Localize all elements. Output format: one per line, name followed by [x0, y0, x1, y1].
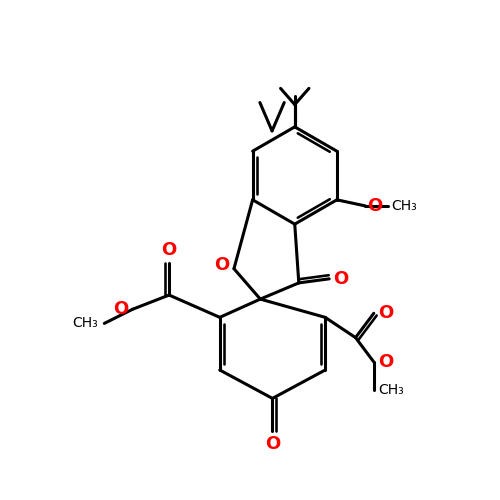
Text: O: O — [368, 197, 382, 215]
Text: O: O — [333, 270, 348, 288]
Text: O: O — [265, 435, 280, 453]
Text: O: O — [114, 300, 128, 318]
Text: CH₃: CH₃ — [392, 199, 417, 213]
Text: CH₃: CH₃ — [378, 384, 404, 398]
Text: O: O — [378, 304, 393, 322]
Text: O: O — [162, 240, 176, 258]
Text: O: O — [214, 256, 229, 274]
Text: O: O — [378, 353, 393, 371]
Text: CH₃: CH₃ — [72, 316, 98, 330]
